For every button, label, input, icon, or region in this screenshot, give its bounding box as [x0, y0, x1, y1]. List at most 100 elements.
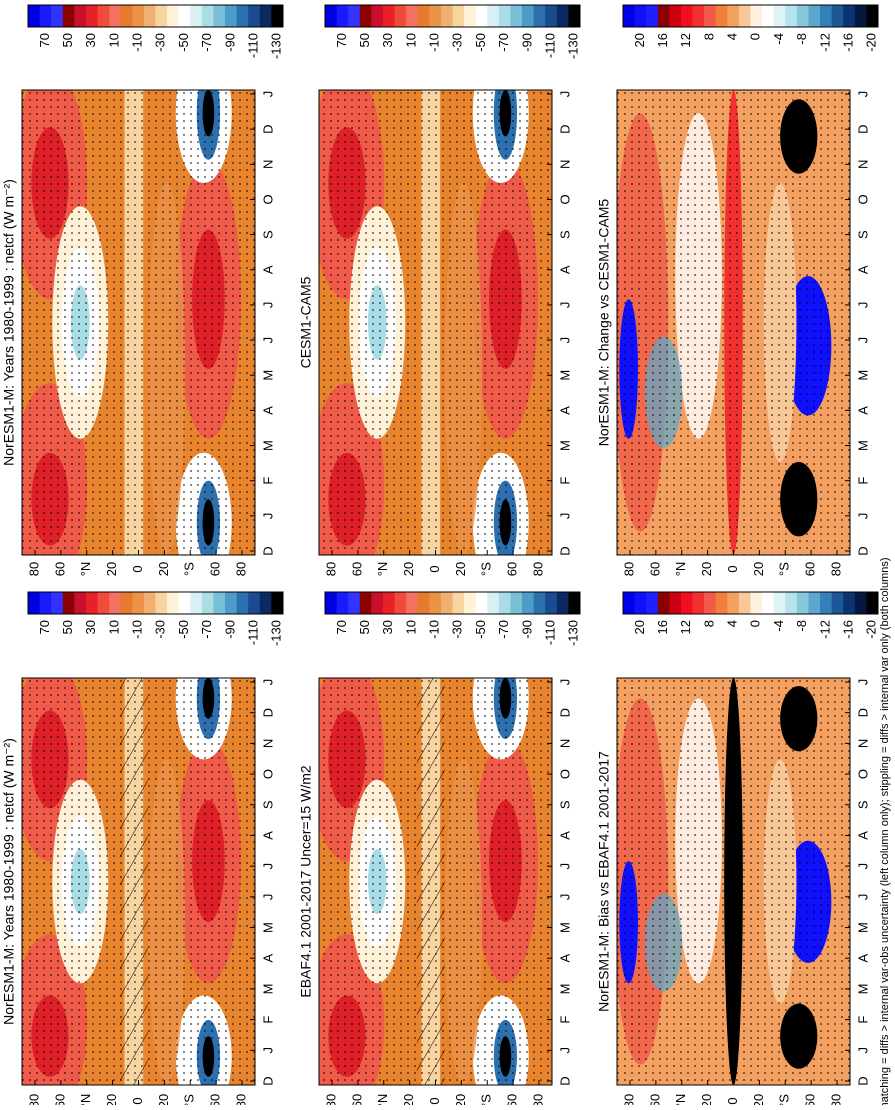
colorbar-swatch	[62, 5, 75, 27]
colorbar-swatch	[843, 592, 856, 614]
colorbar-label: -130	[269, 620, 284, 646]
lat-label: 20	[699, 562, 714, 576]
lat-label: °S	[479, 1094, 494, 1105]
colorbar-label: 0	[748, 33, 763, 40]
month-label: A	[260, 406, 275, 415]
colorbar-swatch	[109, 5, 122, 27]
stippling	[617, 678, 850, 1085]
colorbar-swatch	[738, 592, 751, 614]
month-label: J	[260, 302, 275, 309]
month-label: F	[855, 477, 870, 485]
lat-label: 80	[828, 1094, 843, 1105]
colorbar-label: 30	[380, 33, 395, 47]
colorbar-swatch	[727, 5, 740, 27]
month-label: J	[855, 302, 870, 309]
colorbar-swatch	[808, 592, 821, 614]
colorbar-label: -4	[771, 33, 786, 45]
month-label: A	[855, 831, 870, 840]
colorbar-label: 12	[678, 620, 693, 634]
colorbar-swatch	[498, 592, 511, 614]
month-label: J	[260, 513, 275, 520]
colorbar-label: 50	[60, 33, 75, 47]
colorbar-swatch	[762, 5, 775, 27]
colorbar-frame	[622, 4, 879, 28]
colorbar-swatch	[738, 5, 751, 27]
lat-label: 80	[233, 1094, 248, 1105]
panel: NorESM1-M: Years 1980-1999 : netcf (W m⁻…	[1, 591, 284, 1108]
month-label: J	[855, 1047, 870, 1054]
month-label: M	[557, 984, 572, 995]
month-label: D	[557, 124, 572, 133]
footnote: hatching = diffs > internal var-obs unce…	[879, 557, 891, 1105]
colorbar-swatch	[634, 5, 647, 27]
month-label: O	[260, 769, 275, 779]
colorbar-swatch	[259, 5, 272, 27]
lat-label: 20	[104, 1094, 119, 1105]
colorbar-swatch	[348, 5, 361, 27]
colorbar-label: -50	[176, 620, 191, 639]
month-label: D	[855, 708, 870, 717]
lat-label: 0	[427, 565, 442, 572]
colorbar-swatch	[248, 5, 261, 27]
lat-label: 0	[427, 1097, 442, 1104]
stippling	[22, 90, 255, 555]
month-label: J	[557, 863, 572, 870]
colorbar-label: 16	[655, 33, 670, 47]
colorbar-swatch	[715, 5, 728, 27]
month-label: S	[260, 800, 275, 809]
colorbar-swatch	[773, 592, 786, 614]
month-label: O	[260, 194, 275, 204]
lat-label: 20	[751, 562, 766, 576]
colorbar-swatch	[854, 592, 867, 614]
lat-label: °S	[479, 562, 494, 576]
month-label: J	[855, 679, 870, 686]
colorbar-label: 4	[725, 620, 740, 627]
colorbar-swatch	[325, 592, 338, 614]
month-label: O	[855, 194, 870, 204]
colorbar-swatch	[680, 5, 694, 27]
plot-area	[617, 678, 850, 1085]
colorbar-label: -130	[566, 620, 581, 646]
month-label: F	[855, 1016, 870, 1024]
lat-label: °S	[777, 562, 792, 576]
colorbar-label: -30	[450, 33, 465, 52]
month-label: J	[557, 894, 572, 901]
colorbar-swatch	[336, 592, 349, 614]
month-label: A	[855, 406, 870, 415]
colorbar-swatch	[657, 5, 670, 27]
colorbar-swatch	[704, 5, 717, 27]
month-label: N	[260, 160, 275, 169]
month-label: N	[557, 160, 572, 169]
plot-area	[22, 678, 255, 1085]
month-label: A	[260, 831, 275, 840]
colorbar-swatch	[394, 5, 407, 27]
lat-label: 20	[156, 1094, 171, 1105]
colorbar-swatch	[475, 592, 488, 614]
colorbar-swatch	[568, 592, 581, 614]
lat-label: 80	[26, 1094, 41, 1105]
colorbar-swatch	[213, 592, 226, 614]
colorbar-frame	[27, 4, 284, 28]
colorbar-label: 70	[37, 33, 52, 47]
month-label: D	[260, 124, 275, 133]
lat-label: 60	[803, 1094, 818, 1105]
colorbar-swatch	[533, 5, 546, 27]
lat-label: 0	[130, 565, 145, 572]
lat-label: 60	[505, 562, 520, 576]
colorbar-swatch	[167, 5, 180, 27]
colorbar-label: -10	[130, 33, 145, 52]
colorbar-swatch	[417, 5, 430, 27]
colorbar-swatch	[692, 592, 705, 614]
colorbar-swatch	[866, 5, 879, 27]
colorbar-swatch	[201, 592, 214, 614]
lat-label: 80	[621, 1094, 636, 1105]
lat-label: 20	[401, 562, 416, 576]
colorbar-label: 70	[37, 620, 52, 634]
lat-label: 60	[647, 562, 662, 576]
lat-label: 20	[751, 1094, 766, 1105]
colorbar-label: -20	[864, 33, 879, 52]
colorbar-frame	[324, 591, 581, 615]
lat-label: 60	[803, 562, 818, 576]
colorbar-swatch	[820, 592, 833, 614]
colorbar-swatch	[359, 592, 372, 614]
